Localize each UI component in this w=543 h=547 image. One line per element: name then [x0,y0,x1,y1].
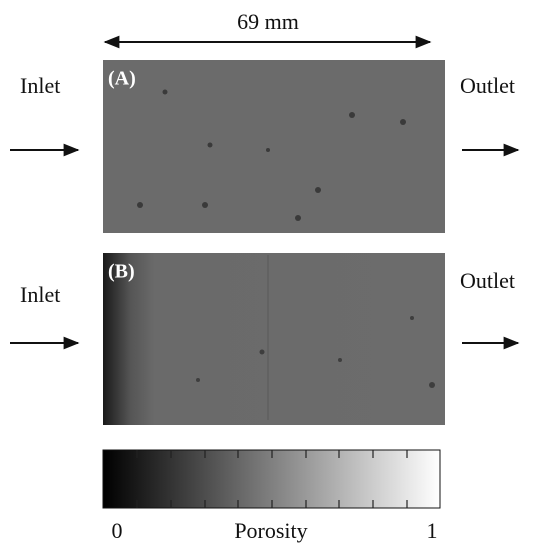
outlet-label: Outlet [460,268,515,293]
panel-label: (A) [108,68,136,90]
colorbar-ticks [136,450,408,508]
colorbar-gradient [102,449,441,509]
colorbar-min-label: 0 [112,518,123,543]
pores [196,316,435,388]
panel-label: (B) [108,261,135,283]
colorbar: 0 Porosity 1 [102,449,441,543]
colorbar-max-label: 1 [427,518,438,543]
inlet-label: Inlet [20,282,60,307]
porosity-image [103,60,445,233]
inlet-label: Inlet [20,73,60,98]
outlet-label: Outlet [460,73,515,98]
porosity-image [103,253,445,425]
panel-b: (B) Inlet Outlet [10,253,520,425]
colorbar-title: Porosity [234,518,307,543]
panel-a: (A) Inlet Outlet [10,60,520,233]
dimension-label: 69 mm [237,9,299,34]
pores [137,89,406,221]
